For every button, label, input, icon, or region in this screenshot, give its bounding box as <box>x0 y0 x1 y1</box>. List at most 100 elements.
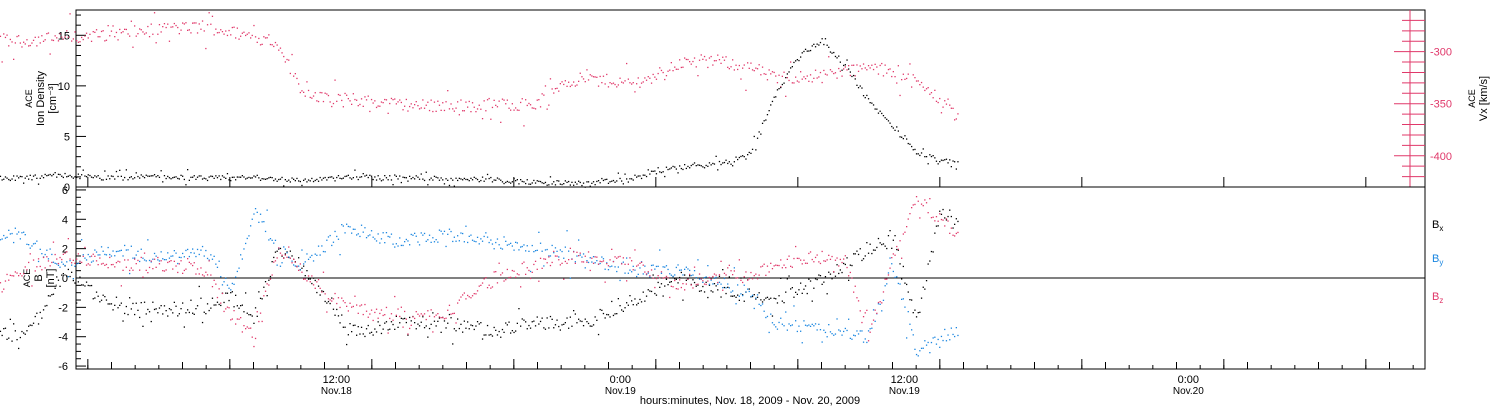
point-bx <box>467 321 469 323</box>
point-bx <box>59 285 61 287</box>
point-by <box>495 241 497 244</box>
point-bz <box>887 274 890 276</box>
point-bx <box>87 284 89 287</box>
point-density <box>119 169 121 171</box>
point-density <box>650 170 653 172</box>
point-vx <box>339 94 341 96</box>
b-tick-label: -4 <box>58 332 68 344</box>
point-by <box>187 248 189 251</box>
point-bx <box>29 324 31 326</box>
point-by <box>922 347 924 349</box>
point-bx <box>266 295 268 297</box>
point-by <box>740 293 742 295</box>
point-density <box>531 182 533 184</box>
point-bz <box>559 264 561 266</box>
point-bx <box>23 332 25 334</box>
point-density <box>339 177 341 179</box>
point-by <box>500 247 502 249</box>
point-density <box>594 184 596 186</box>
point-bx <box>848 279 850 281</box>
point-bx <box>273 256 275 259</box>
series-density <box>0 38 959 188</box>
point-by <box>134 257 136 259</box>
point-by <box>400 244 402 247</box>
point-bz <box>160 260 162 262</box>
point-bx <box>601 309 603 311</box>
point-vx <box>324 92 326 94</box>
point-vx <box>74 31 76 33</box>
point-density <box>314 179 316 182</box>
point-by <box>24 234 26 236</box>
point-bx <box>758 292 760 294</box>
point-vx <box>872 68 875 71</box>
point-by <box>375 240 378 242</box>
point-by <box>596 260 598 262</box>
point-bx <box>624 307 626 309</box>
point-vx <box>238 38 240 40</box>
point-bz <box>233 310 235 312</box>
point-vx <box>733 69 735 71</box>
point-vx <box>786 77 788 79</box>
point-bz <box>884 278 886 280</box>
point-vx <box>954 119 956 121</box>
point-by <box>354 228 356 230</box>
point-by <box>705 276 707 278</box>
point-bx <box>586 321 588 323</box>
point-vx <box>558 90 560 92</box>
point-density <box>8 178 10 181</box>
point-bz <box>660 271 663 273</box>
point-density <box>382 179 384 181</box>
point-density <box>655 173 658 175</box>
point-bx <box>241 304 243 306</box>
point-bz <box>546 262 548 264</box>
point-vx <box>851 64 853 66</box>
point-by <box>536 249 538 251</box>
point-vx <box>253 24 255 27</box>
point-vx <box>498 100 500 102</box>
point-bz <box>657 275 659 277</box>
point-density <box>790 67 792 69</box>
point-density <box>14 179 16 181</box>
point-by <box>372 236 374 238</box>
point-by <box>11 232 13 235</box>
point-vx <box>382 102 384 104</box>
point-density <box>579 181 581 184</box>
point-bx <box>435 325 437 327</box>
point-vx <box>957 113 959 115</box>
point-vx <box>95 29 98 31</box>
point-bx <box>97 295 99 297</box>
point-bx <box>309 278 311 280</box>
point-bx <box>553 327 555 329</box>
point-vx <box>291 53 293 56</box>
point-by <box>471 239 474 241</box>
point-by <box>380 238 383 240</box>
point-by <box>816 329 818 331</box>
point-bx <box>654 292 656 295</box>
point-vx <box>541 93 543 95</box>
point-vx <box>854 75 856 77</box>
point-bz <box>742 281 744 284</box>
point-by <box>414 232 416 234</box>
point-by <box>730 291 732 293</box>
point-vx <box>751 69 754 71</box>
point-bz <box>644 271 646 273</box>
point-by <box>611 265 613 267</box>
b-tick-label: 4 <box>62 214 68 226</box>
point-bz <box>152 268 154 270</box>
point-vx <box>442 102 444 104</box>
point-by <box>806 325 808 327</box>
point-bx <box>717 289 719 291</box>
density-tick-label: 5 <box>64 131 70 143</box>
point-vx <box>591 75 593 77</box>
point-by <box>819 329 822 331</box>
point-bx <box>402 318 404 320</box>
point-by <box>147 239 149 241</box>
point-vx <box>152 33 154 35</box>
point-density <box>210 175 212 177</box>
point-bz <box>654 286 656 289</box>
point-by <box>432 237 434 239</box>
point-bz <box>162 270 164 272</box>
point-vx <box>642 81 644 83</box>
point-density <box>377 175 379 177</box>
point-by <box>695 277 697 279</box>
